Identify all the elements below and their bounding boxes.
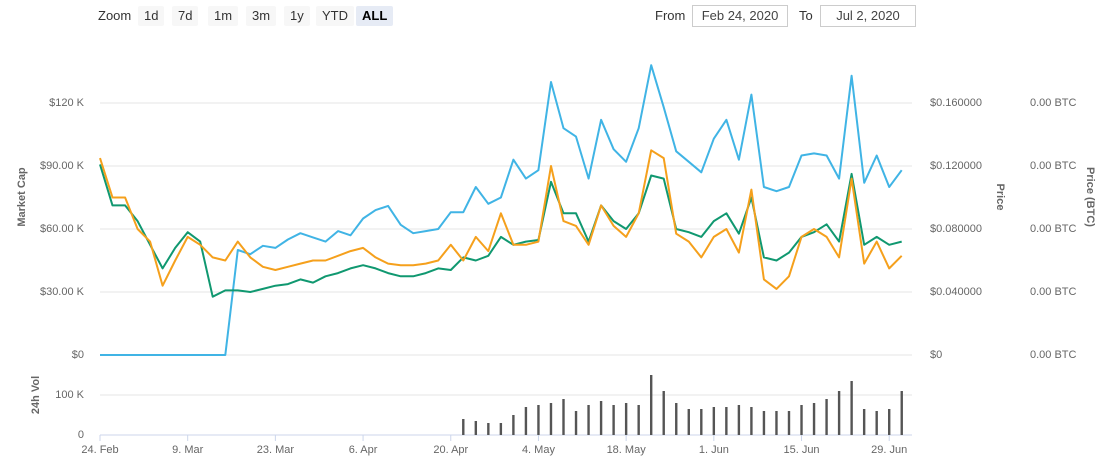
volume-bar xyxy=(462,419,465,435)
x-tick-label: 1. Jun xyxy=(699,444,729,456)
volume-bar xyxy=(649,375,653,435)
series-line xyxy=(99,164,902,298)
volume-bar xyxy=(662,391,665,435)
y3-tick-label: 0.00 BTC xyxy=(1030,97,1077,109)
series-line xyxy=(100,64,903,356)
y3-tick-label: 0.00 BTC xyxy=(1030,223,1077,235)
volume-bar xyxy=(750,407,753,435)
volume-bar xyxy=(875,411,878,435)
volume-bar xyxy=(900,391,903,435)
x-tick-label: 18. May xyxy=(607,444,647,456)
x-tick-label: 20. Apr xyxy=(433,444,468,456)
y3-tick-label: 0.00 BTC xyxy=(1030,160,1077,172)
zoom-button[interactable]: 1m xyxy=(208,6,239,26)
volume-bar xyxy=(888,409,891,435)
y2-tick-label: $0.080000 xyxy=(930,223,982,235)
volume-bar xyxy=(850,381,853,435)
volume-bar xyxy=(549,403,553,435)
volume-bar xyxy=(474,421,478,435)
x-tick-label: 9. Mar xyxy=(172,444,204,456)
y-tick-label: $30.00 K xyxy=(40,286,85,298)
volume-axis-title: 24h Vol xyxy=(30,376,42,414)
x-tick-label: 15. Jun xyxy=(783,444,819,456)
volume-bar xyxy=(487,423,490,435)
volume-bar xyxy=(599,401,603,435)
volume-bar xyxy=(524,407,528,435)
volume-bar xyxy=(675,403,678,435)
volume-bar xyxy=(725,407,728,435)
zoom-label: Zoom xyxy=(98,8,132,23)
volume-bar xyxy=(624,403,628,435)
volume-bar xyxy=(562,399,565,435)
volume-bar xyxy=(775,411,778,435)
x-tick-label: 24. Feb xyxy=(81,444,118,456)
volume-bar xyxy=(787,411,791,435)
zoom-button[interactable]: 1d xyxy=(138,6,165,26)
volume-bar xyxy=(737,405,741,435)
y3-tick-label: 0.00 BTC xyxy=(1030,286,1077,298)
zoom-button[interactable]: ALL xyxy=(356,6,394,26)
volume-bar xyxy=(762,411,766,435)
y2-axis-title: Price xyxy=(994,184,1006,211)
volume-bar xyxy=(862,409,866,435)
y2-tick-label: $0.040000 xyxy=(930,286,982,298)
volume-bar xyxy=(512,415,515,435)
volume-bar xyxy=(800,405,803,435)
volume-bar xyxy=(712,407,716,435)
from-input[interactable]: Feb 24, 2020 xyxy=(692,5,788,27)
series-line xyxy=(99,149,903,290)
y-tick-label: $0 xyxy=(72,349,84,361)
volume-bar xyxy=(499,423,503,435)
y3-axis-title: Price (BTC) xyxy=(1084,167,1096,227)
zoom-button[interactable]: 1y xyxy=(284,6,310,26)
y2-tick-label: $0 xyxy=(930,349,942,361)
y-axis-title: Market Cap xyxy=(16,167,28,227)
to-input[interactable]: Jul 2, 2020 xyxy=(820,5,916,27)
y2-tick-label: $0.120000 xyxy=(930,160,982,172)
y2-tick-label: $0.160000 xyxy=(930,97,982,109)
volume-bar xyxy=(837,391,841,435)
volume-bar xyxy=(574,411,578,435)
y-tick-label: 100 K xyxy=(55,389,84,401)
zoom-button[interactable]: 3m xyxy=(246,6,277,26)
x-tick-label: 4. May xyxy=(522,444,556,456)
y-tick-label: $120 K xyxy=(49,97,85,109)
y-tick-label: 0 xyxy=(78,429,84,441)
from-label: From xyxy=(655,8,686,23)
zoom-button[interactable]: 7d xyxy=(172,6,199,26)
volume-bar xyxy=(587,405,590,435)
y3-tick-label: 0.00 BTC xyxy=(1030,349,1077,361)
volume-bar xyxy=(700,409,703,435)
volume-bar xyxy=(637,405,640,435)
x-tick-label: 29. Jun xyxy=(871,444,907,456)
x-tick-label: 6. Apr xyxy=(349,444,378,456)
zoom-button[interactable]: YTD xyxy=(316,6,354,26)
x-tick-label: 23. Mar xyxy=(257,444,295,456)
to-label: To xyxy=(799,8,813,23)
volume-bar xyxy=(687,409,690,435)
volume-bar xyxy=(537,405,540,435)
volume-bar xyxy=(825,399,828,435)
y-tick-label: $90.00 K xyxy=(40,160,85,172)
volume-bar xyxy=(812,403,816,435)
volume-bar xyxy=(612,405,615,435)
y-tick-label: $60.00 K xyxy=(40,223,85,235)
